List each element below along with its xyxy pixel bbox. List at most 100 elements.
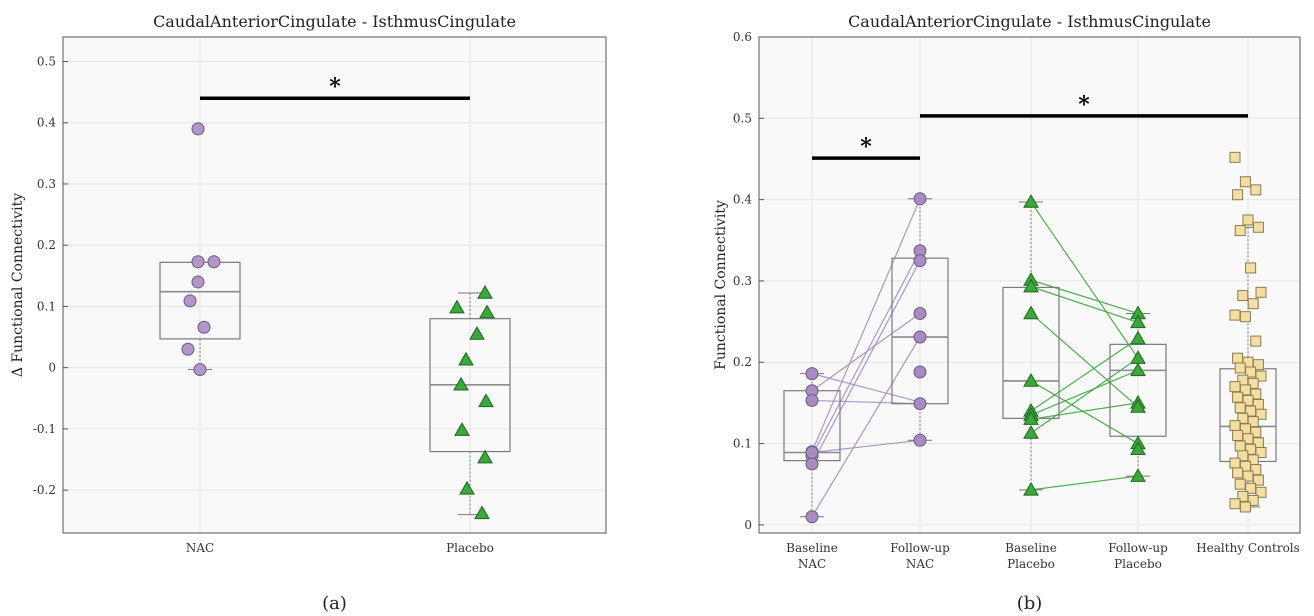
- data-point: [1023, 372, 1039, 387]
- data-point: [1255, 486, 1267, 498]
- y-tick-label: 0.3: [733, 274, 752, 288]
- data-point: [913, 397, 927, 411]
- y-tick-label: 0.3: [37, 177, 56, 191]
- x-tick-label: Placebo: [1114, 557, 1162, 571]
- data-point: [805, 446, 819, 460]
- data-point: [913, 254, 927, 268]
- data-point: [1252, 359, 1264, 371]
- pair-link: [1030, 338, 1139, 412]
- data-point: [1234, 362, 1246, 374]
- pair-link: [1030, 279, 1139, 315]
- data-point: [1247, 377, 1259, 389]
- data-point: [1239, 311, 1251, 323]
- data-point: [1245, 262, 1257, 274]
- y-tick-label: 0: [48, 361, 56, 375]
- y-tick-label: 0.2: [37, 238, 56, 252]
- data-point: [1252, 474, 1264, 486]
- y-tick-label: 0.4: [733, 193, 752, 207]
- data-point: [191, 122, 205, 136]
- y-tick-label: 0.2: [733, 355, 752, 369]
- data-point: [1130, 468, 1146, 482]
- data-point: [459, 480, 475, 495]
- data-point: [1023, 194, 1039, 208]
- pair-link: [1030, 402, 1139, 420]
- data-point: [913, 433, 927, 447]
- pair-link: [1030, 475, 1139, 491]
- data-point: [1229, 420, 1241, 432]
- y-tick-label: -0.1: [33, 422, 56, 436]
- series-nac: [159, 122, 241, 377]
- data-point: [191, 275, 205, 289]
- pair-link: [1030, 380, 1139, 445]
- chart-title: CaudalAnteriorCingulate - IsthmusCingula…: [153, 12, 516, 31]
- data-point: [1229, 309, 1241, 321]
- data-point: [1130, 314, 1146, 329]
- x-tick-label: Follow-up: [1108, 541, 1168, 555]
- x-tick-label: Follow-up: [890, 541, 950, 555]
- significance-star: *: [860, 134, 872, 160]
- y-axis-label: Functional Connectivity: [713, 200, 729, 370]
- significance-star: *: [329, 74, 341, 100]
- data-point: [1255, 447, 1267, 459]
- data-point: [454, 422, 470, 436]
- data-point: [1234, 478, 1246, 490]
- data-point: [1247, 298, 1259, 310]
- y-tick-label: 0.1: [37, 299, 56, 313]
- data-point: [469, 325, 485, 340]
- significance-star: *: [1078, 92, 1090, 118]
- pair-link: [1030, 201, 1139, 359]
- plot-border: [758, 36, 1301, 534]
- data-point: [1234, 225, 1246, 237]
- series-healthy-controls: [1219, 151, 1277, 513]
- data-point: [1250, 388, 1262, 400]
- data-point: [913, 365, 927, 379]
- data-point: [191, 255, 205, 269]
- series-placebo: [429, 284, 511, 520]
- data-point: [479, 304, 495, 319]
- data-point: [477, 284, 493, 299]
- data-point: [477, 449, 493, 464]
- panel-label: (b): [1017, 593, 1043, 614]
- series-baseline-nac: [783, 367, 841, 524]
- data-point: [207, 255, 221, 269]
- data-point: [1232, 429, 1244, 441]
- data-point: [1023, 424, 1039, 439]
- data-point: [1234, 402, 1246, 414]
- pair-link: [811, 198, 921, 452]
- data-point: [1130, 398, 1146, 413]
- data-point: [1229, 498, 1241, 510]
- pair-link: [1030, 313, 1139, 408]
- data-point: [1250, 464, 1262, 476]
- x-tick-label: Healthy Controls: [1196, 541, 1300, 555]
- y-tick-label: 0.5: [37, 54, 56, 68]
- data-point: [1229, 151, 1241, 163]
- x-tick-label: NAC: [798, 557, 826, 571]
- data-point: [1237, 290, 1249, 302]
- data-point: [1229, 381, 1241, 393]
- data-point: [805, 457, 819, 471]
- x-tick-label: Placebo: [446, 541, 494, 555]
- data-point: [1130, 330, 1146, 345]
- data-point: [1252, 221, 1264, 233]
- data-point: [1247, 416, 1259, 428]
- data-point: [1234, 440, 1246, 452]
- x-tick-label: NAC: [186, 541, 214, 555]
- y-tick-label: -0.2: [33, 483, 56, 497]
- y-axis-label: Δ Functional Connectivity: [10, 193, 26, 377]
- x-tick-label: NAC: [906, 557, 934, 571]
- data-point: [1232, 352, 1244, 364]
- data-point: [1232, 467, 1244, 479]
- data-point: [913, 306, 927, 320]
- data-point: [1130, 441, 1146, 455]
- series-follow-up-nac: [891, 192, 949, 447]
- data-point: [1247, 494, 1259, 506]
- data-point: [1232, 189, 1244, 201]
- x-tick-label: Placebo: [1007, 557, 1055, 571]
- data-point: [1255, 408, 1267, 420]
- y-tick-label: 0: [744, 518, 752, 532]
- data-point: [1255, 286, 1267, 298]
- data-point: [181, 342, 195, 356]
- pair-link: [811, 336, 921, 518]
- data-point: [1229, 457, 1241, 469]
- data-point: [474, 505, 490, 520]
